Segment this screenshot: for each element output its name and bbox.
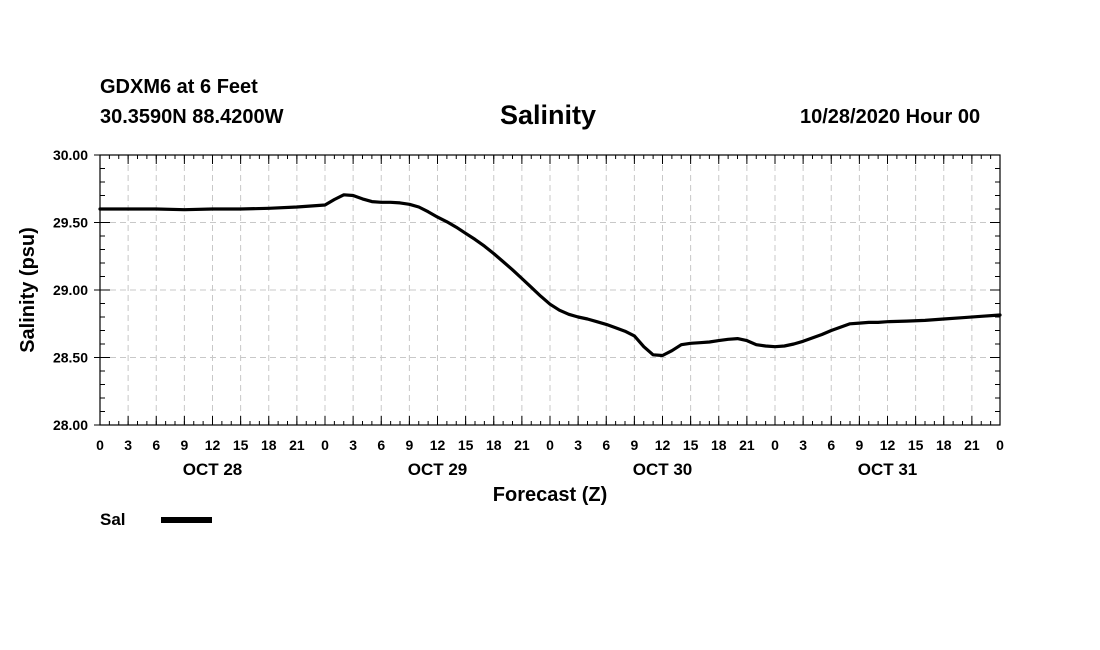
x-tick-label: 3 — [799, 437, 807, 453]
x-tick-label: 18 — [936, 437, 952, 453]
y-tick-label: 29.00 — [53, 282, 88, 298]
x-tick-label: 21 — [739, 437, 755, 453]
x-tick-label: 18 — [486, 437, 502, 453]
station-coordinates: 30.3590N 88.4200W — [100, 106, 284, 128]
chart-title: Salinity — [500, 100, 597, 130]
x-tick-label: 3 — [124, 437, 132, 453]
x-tick-label: 6 — [827, 437, 835, 453]
forecast-run-time: 10/28/2020 Hour 00 — [800, 106, 981, 128]
x-tick-label: 12 — [655, 437, 671, 453]
x-tick-label: 15 — [458, 437, 474, 453]
x-tick-label: 15 — [233, 437, 249, 453]
y-tick-label: 30.00 — [53, 147, 88, 163]
x-day-label: OCT 28 — [183, 460, 243, 479]
x-tick-label: 18 — [261, 437, 277, 453]
x-tick-label: 6 — [602, 437, 610, 453]
x-tick-label: 6 — [152, 437, 160, 453]
x-tick-label: 9 — [405, 437, 413, 453]
station-name: GDXM6 at 6 Feet — [100, 76, 258, 98]
y-tick-label: 29.50 — [53, 215, 88, 231]
x-tick-label: 3 — [349, 437, 357, 453]
legend-label: Sal — [100, 510, 126, 529]
x-tick-label: 6 — [377, 437, 385, 453]
x-day-label: OCT 30 — [633, 460, 693, 479]
x-tick-label: 21 — [964, 437, 980, 453]
series-line-sal — [98, 193, 1002, 358]
x-tick-label: 0 — [771, 437, 779, 453]
x-tick-label: 12 — [880, 437, 896, 453]
x-day-label: OCT 31 — [858, 460, 918, 479]
x-tick-label: 0 — [996, 437, 1004, 453]
y-tick-label: 28.50 — [53, 350, 88, 366]
plot-frame — [99, 154, 1001, 426]
x-tick-label: 3 — [574, 437, 582, 453]
x-tick-label: 9 — [855, 437, 863, 453]
x-tick-label: 0 — [96, 437, 104, 453]
legend-line-swatch — [161, 517, 212, 523]
x-axis-title: Forecast (Z) — [493, 484, 607, 506]
x-tick-label: 21 — [289, 437, 305, 453]
y-tick-label: 28.00 — [53, 417, 88, 433]
x-day-label: OCT 29 — [408, 460, 468, 479]
x-tick-label: 18 — [711, 437, 727, 453]
x-tick-label: 12 — [430, 437, 446, 453]
x-tick-label: 9 — [630, 437, 638, 453]
x-tick-label: 12 — [205, 437, 221, 453]
x-tick-label: 21 — [514, 437, 530, 453]
x-tick-label: 9 — [180, 437, 188, 453]
x-tick-label: 15 — [683, 437, 699, 453]
x-tick-label: 0 — [546, 437, 554, 453]
y-axis-title: Salinity (psu) — [17, 227, 39, 353]
x-tick-label: 15 — [908, 437, 924, 453]
x-tick-label: 0 — [321, 437, 329, 453]
